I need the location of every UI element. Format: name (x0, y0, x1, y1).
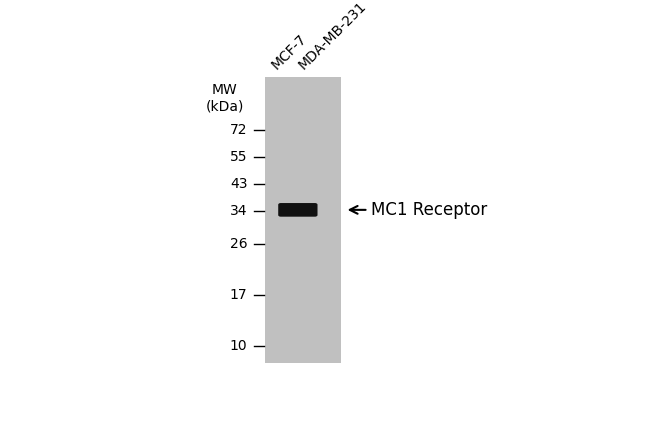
FancyBboxPatch shape (278, 203, 317, 216)
Bar (265, 77, 341, 362)
Text: MC1 Receptor: MC1 Receptor (371, 201, 487, 219)
Text: 55: 55 (230, 150, 248, 164)
Text: 10: 10 (230, 339, 248, 353)
Text: MW
(kDa): MW (kDa) (205, 83, 244, 114)
Text: 26: 26 (230, 237, 248, 251)
Text: MDA-MB-231: MDA-MB-231 (296, 0, 369, 72)
Text: MCF-7: MCF-7 (269, 31, 309, 72)
Text: 17: 17 (230, 288, 248, 302)
Text: 43: 43 (230, 177, 248, 191)
Text: 72: 72 (230, 123, 248, 137)
Text: 34: 34 (230, 203, 248, 217)
